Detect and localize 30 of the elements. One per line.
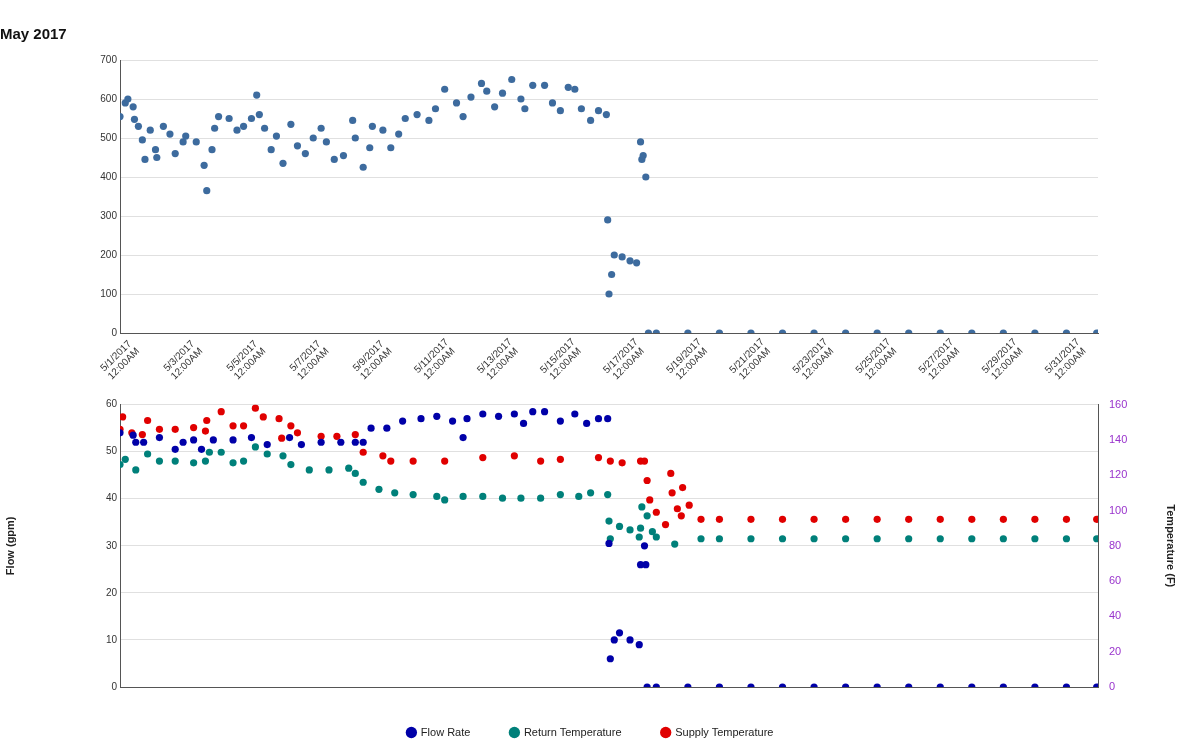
y-tick-label: 200 bbox=[100, 248, 118, 260]
y-tick-label: 0 bbox=[111, 680, 118, 692]
chart-title: May 2017 bbox=[0, 25, 67, 43]
y-axis-title: Flow (gpm) bbox=[3, 516, 16, 576]
y2-tick-label: 160 bbox=[1109, 397, 1128, 410]
y-tick-label: 700 bbox=[100, 53, 118, 65]
y-tick-label: 50 bbox=[105, 445, 118, 457]
legend-label: Return Temperature bbox=[523, 725, 622, 738]
y-tick-label: 10 bbox=[105, 633, 118, 645]
legend-label: Flow Rate bbox=[420, 725, 471, 738]
y2-tick-label: 60 bbox=[1109, 574, 1122, 587]
y2-axis-title: Temperature (F) bbox=[1165, 504, 1178, 588]
y2-tick-label: 0 bbox=[1109, 680, 1116, 693]
y-tick-label: 400 bbox=[100, 170, 118, 182]
y-tick-label: 0 bbox=[111, 326, 118, 338]
y2-tick-label: 40 bbox=[1109, 609, 1122, 622]
y2-tick-label: 120 bbox=[1109, 468, 1128, 481]
y-tick-label: 40 bbox=[105, 492, 118, 504]
y-tick-label: 60 bbox=[105, 398, 118, 410]
y-tick-label: 20 bbox=[105, 586, 118, 598]
y2-tick-label: 100 bbox=[1109, 503, 1128, 516]
y-tick-label: 30 bbox=[105, 539, 118, 551]
legend-label: Supply Temperature bbox=[675, 725, 774, 738]
y-tick-label: 500 bbox=[100, 131, 118, 143]
y-tick-label: 300 bbox=[100, 209, 118, 221]
y2-tick-label: 80 bbox=[1109, 538, 1122, 551]
y-tick-label: 100 bbox=[100, 287, 118, 299]
y-tick-label: 600 bbox=[100, 92, 118, 104]
y2-tick-label: 20 bbox=[1109, 644, 1122, 657]
y2-tick-label: 140 bbox=[1109, 432, 1128, 445]
